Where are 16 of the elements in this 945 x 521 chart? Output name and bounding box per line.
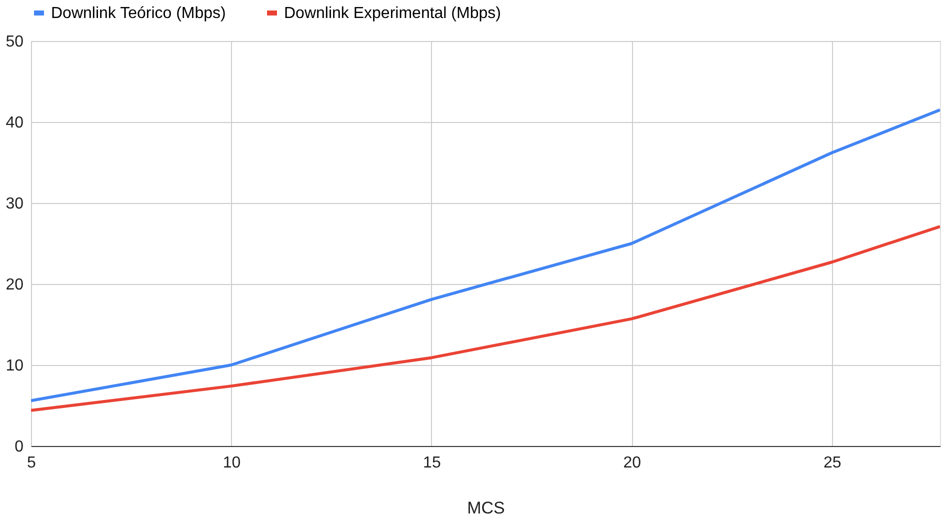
x-tick-label: 25 [823, 454, 842, 472]
x-tick-label: 20 [623, 454, 642, 472]
x-tick-label: 15 [423, 454, 441, 472]
y-tick-label: 0 [14, 438, 24, 456]
legend-label: Downlink Experimental (Mbps) [284, 5, 501, 22]
line-series [31, 108, 940, 402]
x-axis-title: MCS [467, 498, 505, 518]
y-tick-label: 20 [6, 276, 24, 294]
y-tick-label: 30 [6, 196, 24, 212]
x-tick-label: 10 [222, 454, 241, 472]
x-tick-label: 5 [27, 454, 36, 472]
y-tick-label: 10 [6, 358, 24, 374]
line-series [31, 224, 940, 412]
y-tick-label: 40 [6, 114, 24, 132]
y-tick-label: 50 [6, 34, 24, 50]
legend-label: Downlink Teórico (Mbps) [51, 5, 226, 22]
